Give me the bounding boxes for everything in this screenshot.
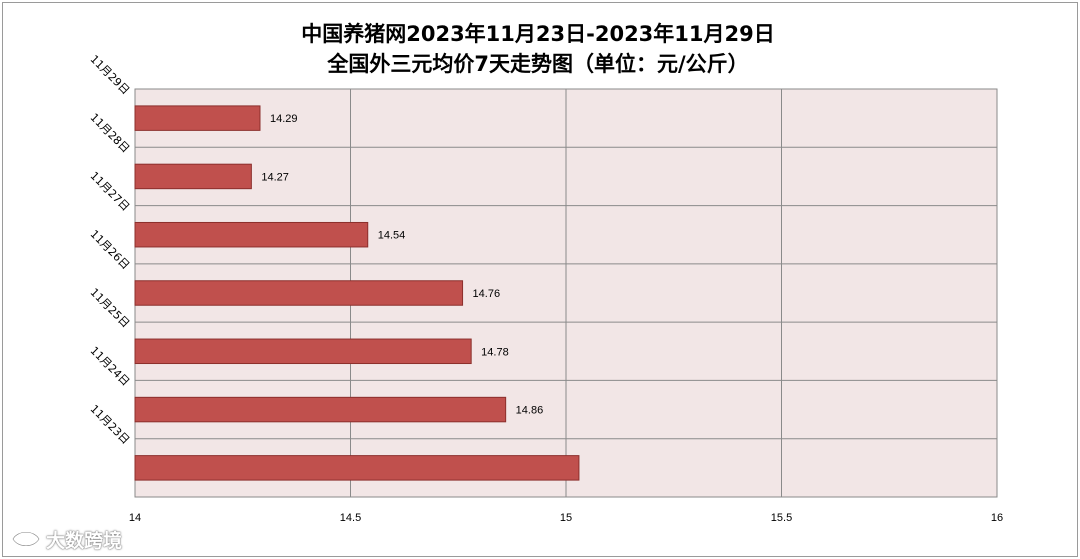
bar xyxy=(134,338,472,365)
y-category-label: 11月29日 xyxy=(88,53,133,98)
bar xyxy=(134,163,252,190)
data-label: 14.78 xyxy=(481,346,509,358)
data-label: 14.86 xyxy=(516,405,544,417)
y-axis: 11月29日 11月28日 11月27日 11月26日 11月25日 11月24日 11月2… xyxy=(88,53,133,447)
x-tick-label: 16 xyxy=(991,512,1003,524)
data-label: 14.54 xyxy=(378,230,406,242)
bar xyxy=(134,455,580,481)
grid-lines xyxy=(134,88,998,498)
bar xyxy=(134,105,261,131)
eye-logo-icon xyxy=(11,531,41,547)
x-tick-label: 15 xyxy=(560,512,572,524)
data-label: 14.27 xyxy=(261,171,289,183)
y-category-label: 11月28日 xyxy=(88,111,133,156)
x-tick-label: 15.5 xyxy=(771,512,792,524)
y-category-label: 11月24日 xyxy=(88,344,133,389)
bar xyxy=(134,221,369,248)
data-label: 14.76 xyxy=(473,288,501,300)
bar xyxy=(134,396,507,423)
x-tick-label: 14.5 xyxy=(340,512,361,524)
y-category-label: 11月23日 xyxy=(88,402,133,447)
x-tick-label: 14 xyxy=(129,512,141,524)
y-category-label: 11月26日 xyxy=(88,227,133,272)
bars xyxy=(134,105,580,481)
chart-subtitle: 全国外三元均价7天走势图（单位：元/公斤） xyxy=(326,52,748,76)
data-labels: 14.29 14.27 14.54 14.76 14.78 14.86 xyxy=(261,113,543,416)
x-axis: 14 14.5 15 15.5 16 xyxy=(129,512,1003,524)
watermark: 大数跨境 xyxy=(10,525,122,553)
data-label: 14.29 xyxy=(270,113,298,125)
y-category-label: 11月25日 xyxy=(88,286,133,331)
bar-chart: 中国养猪网2023年11月23日-2023年11月29日 全国外三元均价7天走势… xyxy=(88,22,1004,524)
bar xyxy=(134,280,464,306)
watermark-text: 大数跨境 xyxy=(46,529,123,552)
y-category-label: 11月27日 xyxy=(88,169,133,214)
chart-title: 中国养猪网2023年11月23日-2023年11月29日 xyxy=(301,22,775,46)
